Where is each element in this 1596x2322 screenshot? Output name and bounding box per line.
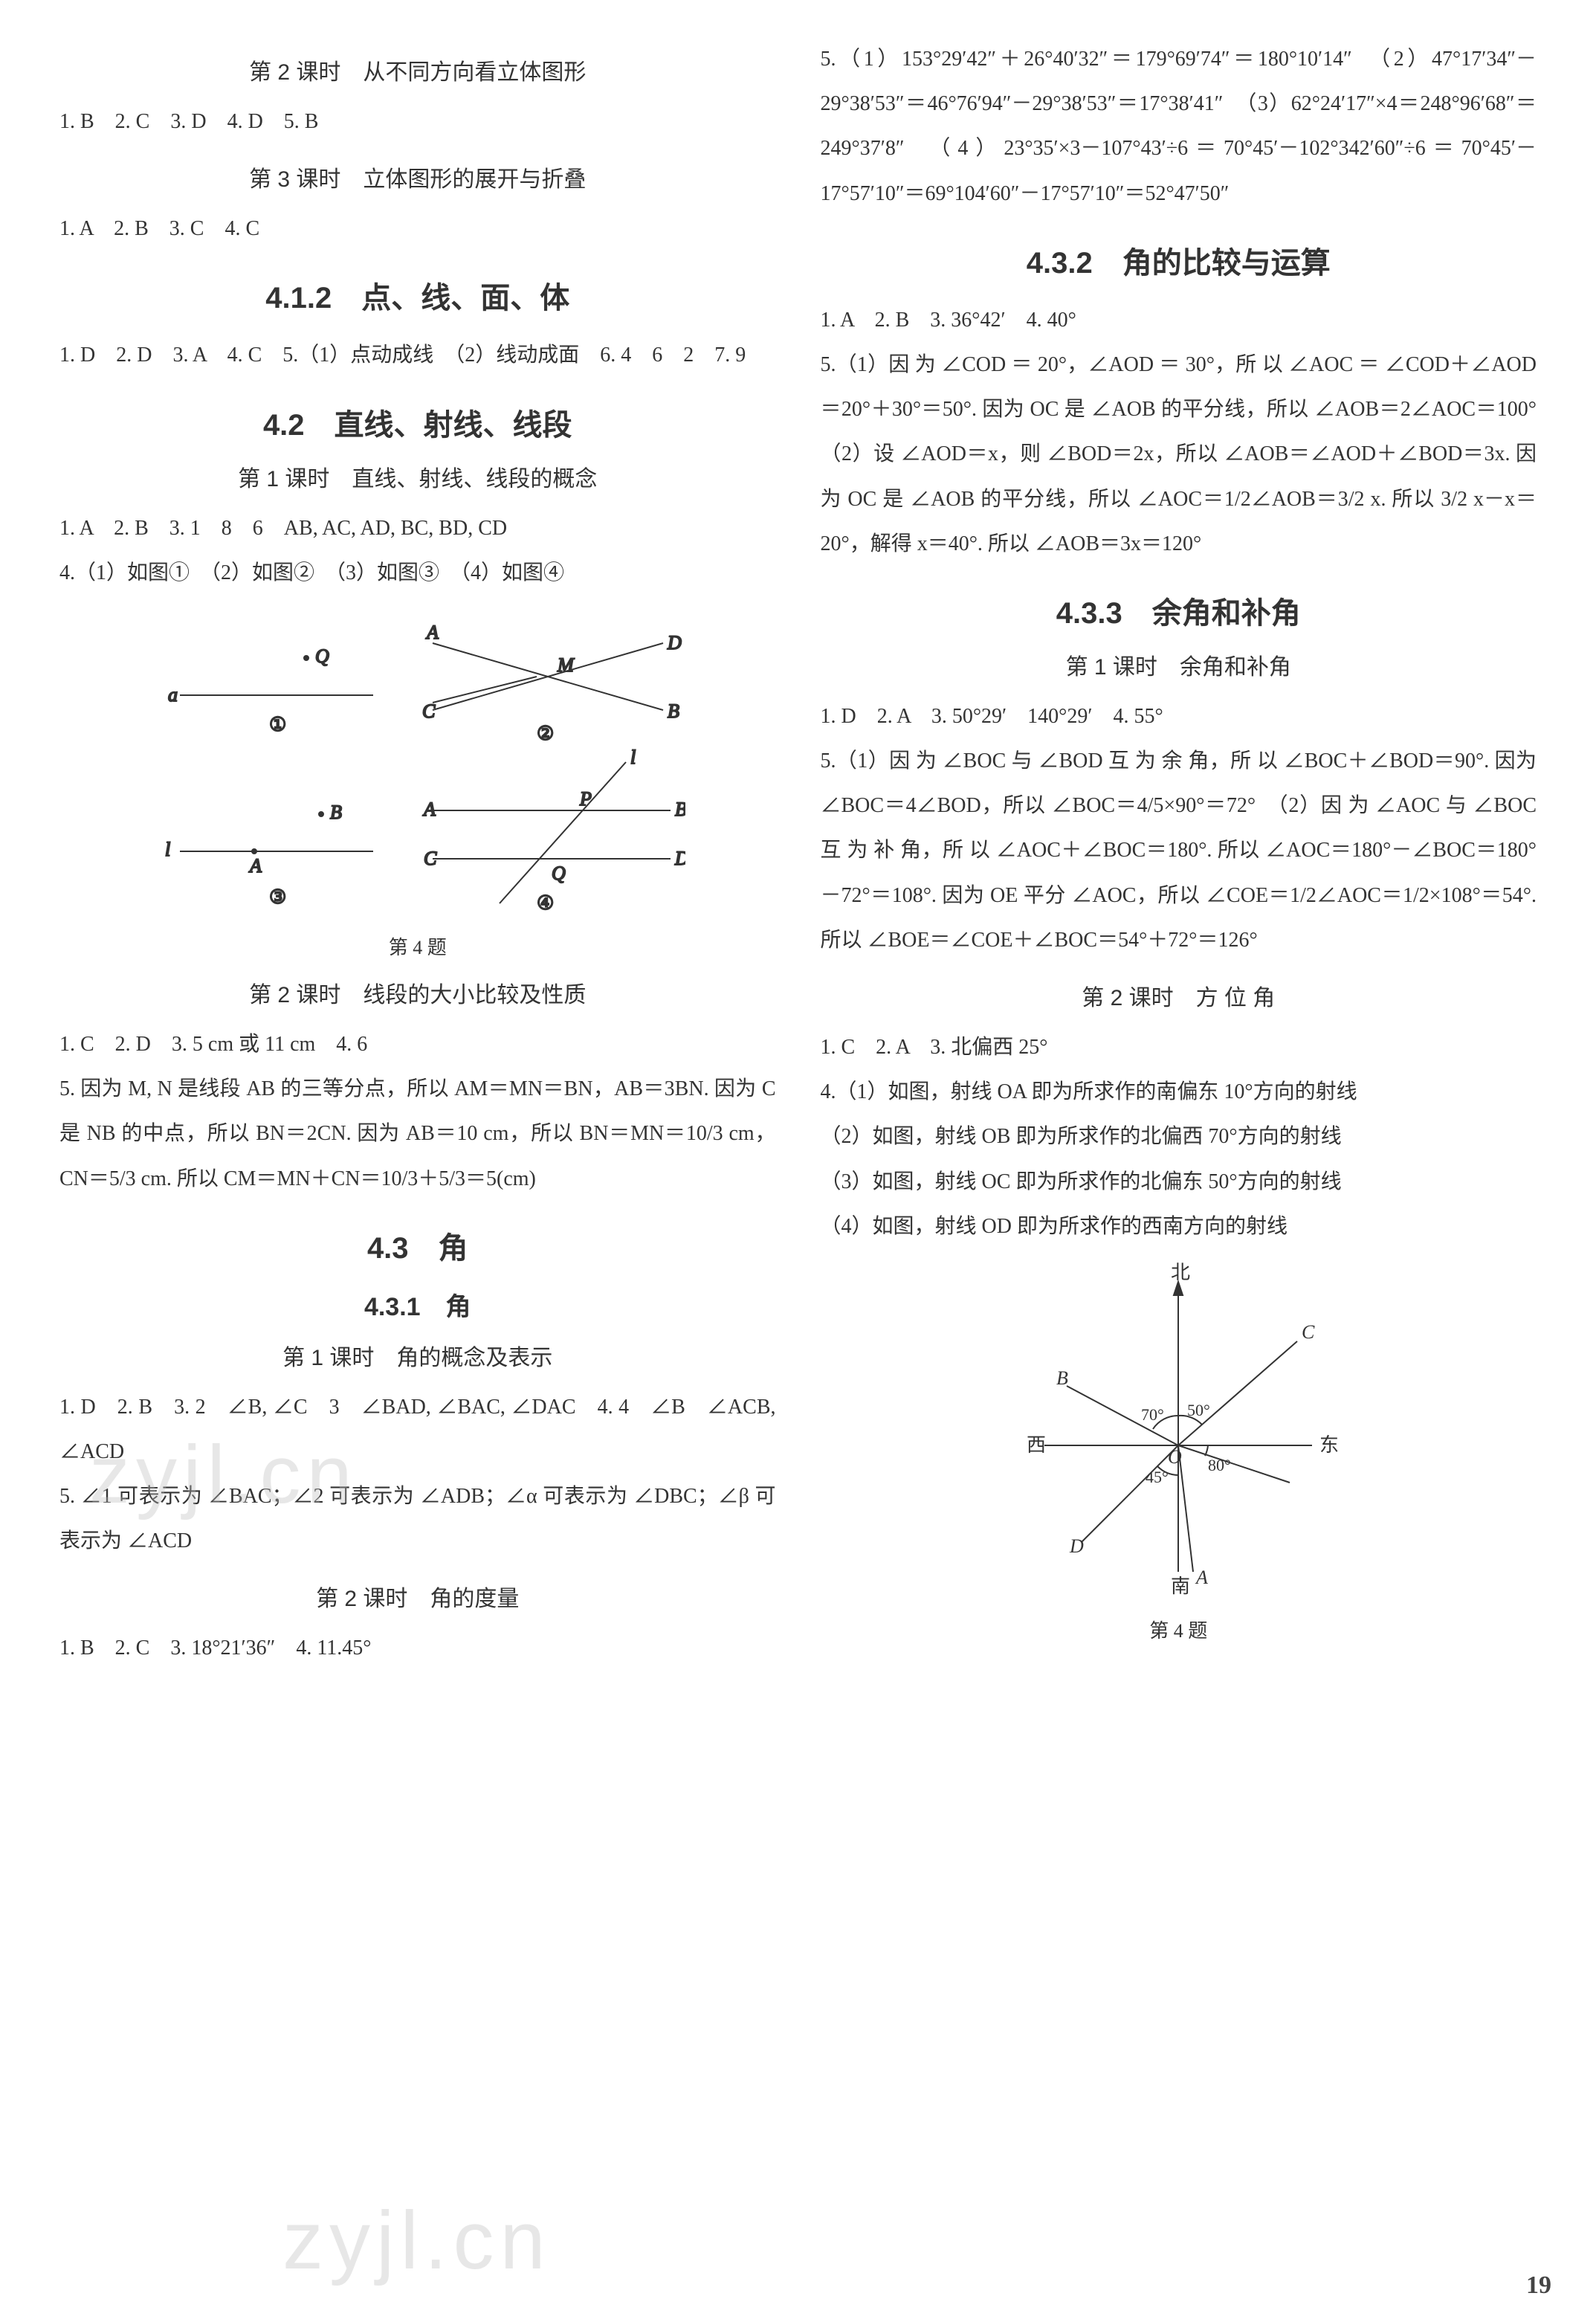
solution-text: 5.（1）因 为 ∠BOC 与 ∠BOD 互 为 余 角，所 以 ∠BOC＋∠B…	[821, 739, 1537, 963]
heading-lesson: 第 1 课时 直线、射线、线段的概念	[59, 460, 776, 493]
page-number: 19	[1526, 2271, 1551, 2300]
svg-text:③: ③	[269, 886, 286, 908]
solution-text: 5.（1）153°29′42″＋26°40′32″＝179°69′74″＝180…	[821, 37, 1537, 216]
figure-caption: 第 4 题	[821, 1616, 1537, 1643]
svg-text:②: ②	[537, 723, 554, 744]
solution-text: （2）如图，射线 OB 即为所求作的北偏西 70°方向的射线	[821, 1115, 1537, 1159]
svg-text:C: C	[1302, 1321, 1315, 1343]
answers: 1. B 2. C 3. D 4. D 5. B	[59, 100, 776, 144]
heading-section: 4.3.3 余角和补角	[821, 589, 1537, 632]
svg-text:l: l	[630, 746, 636, 768]
svg-text:A: A	[422, 799, 436, 820]
svg-text:C: C	[422, 700, 436, 722]
svg-text:A: A	[425, 622, 439, 643]
answers: 1. D 2. A 3. 50°29′ 140°29′ 4. 55°	[821, 694, 1537, 739]
heading-lesson: 第 2 课时 角的度量	[59, 1580, 776, 1613]
svg-text:东: 东	[1319, 1434, 1339, 1456]
answers: 1. A 2. B 3. 1 8 6 AB, AC, AD, BC, BD, C…	[59, 506, 776, 551]
solution-text: 4.（1）如图，射线 OA 即为所求作的南偏东 10°方向的射线	[821, 1070, 1537, 1115]
svg-text:B: B	[675, 799, 685, 820]
svg-text:P: P	[579, 788, 592, 810]
answers: 1. A 2. B 3. C 4. C	[59, 207, 776, 251]
watermark: zyjl.cn	[89, 1428, 358, 1522]
heading-subsection: 4.3.1 角	[59, 1286, 776, 1323]
heading-lesson: 第 2 课时 方 位 角	[821, 979, 1537, 1012]
svg-text:B: B	[1056, 1367, 1068, 1389]
answers: 1. B 2. C 3. 18°21′36″ 4. 11.45°	[59, 1626, 776, 1671]
heading-section: 4.3 角	[59, 1224, 776, 1267]
figure-geometry: Q a ① A D C B M ② B	[59, 606, 776, 922]
svg-text:西: 西	[1027, 1434, 1046, 1456]
right-column: 5.（1）153°29′42″＋26°40′32″＝179°69′74″＝180…	[821, 37, 1537, 1671]
answers: 1. C 2. A 3. 北偏西 25°	[821, 1025, 1537, 1070]
svg-text:①: ①	[269, 714, 286, 735]
heading-lesson: 第 1 课时 角的概念及表示	[59, 1339, 776, 1372]
heading-section: 4.3.2 角的比较与运算	[821, 239, 1537, 282]
solution-text: 5. 因为 M, N 是线段 AB 的三等分点，所以 AM＝MN＝BN，AB＝3…	[59, 1067, 776, 1202]
svg-text:O: O	[1168, 1446, 1182, 1468]
heading-lesson: 第 1 课时 余角和补角	[821, 648, 1537, 681]
svg-text:B: B	[668, 700, 679, 722]
svg-text:D: D	[1069, 1535, 1084, 1557]
svg-text:④: ④	[537, 892, 554, 914]
svg-text:80°: 80°	[1208, 1456, 1231, 1474]
svg-text:M: M	[557, 654, 575, 676]
heading-section: 4.2 直线、射线、线段	[59, 401, 776, 444]
heading-lesson: 第 2 课时 线段的大小比较及性质	[59, 976, 776, 1009]
answers: 1. A 2. B 3. 36°42′ 4. 40°	[821, 298, 1537, 343]
heading-section: 4.1.2 点、线、面、体	[59, 274, 776, 317]
answers: 1. C 2. D 3. 5 cm 或 11 cm 4. 6	[59, 1022, 776, 1067]
svg-text:a: a	[168, 684, 178, 706]
svg-text:D: D	[674, 848, 685, 869]
svg-text:南: 南	[1171, 1576, 1190, 1597]
svg-text:l: l	[165, 839, 170, 860]
svg-text:C: C	[424, 848, 437, 869]
heading-lesson: 第 2 课时 从不同方向看立体图形	[59, 54, 776, 86]
figure-compass: 北 南 东 西 C B A D O 70° 50° 80° 45°	[821, 1260, 1537, 1605]
solution-text: 5.（1）因 为 ∠COD ＝ 20°，∠AOD ＝ 30°，所 以 ∠AOC …	[821, 343, 1537, 567]
svg-text:A: A	[1195, 1567, 1208, 1588]
heading-lesson: 第 3 课时 立体图形的展开与折叠	[59, 161, 776, 193]
left-column: 第 2 课时 从不同方向看立体图形 1. B 2. C 3. D 4. D 5.…	[59, 37, 776, 1671]
svg-text:Q: Q	[315, 645, 329, 667]
svg-text:B: B	[330, 802, 342, 823]
svg-text:50°: 50°	[1187, 1401, 1210, 1419]
watermark: zyjl.cn	[282, 2193, 552, 2288]
answers: 4.（1）如图① （2）如图② （3）如图③ （4）如图④	[59, 551, 776, 596]
solution-text: （4）如图，射线 OD 即为所求作的西南方向的射线	[821, 1204, 1537, 1249]
answers: 1. D 2. D 3. A 4. C 5.（1）点动成线 （2）线动成面 6.…	[59, 333, 776, 378]
svg-text:北: 北	[1171, 1262, 1190, 1283]
svg-text:45°: 45°	[1146, 1468, 1169, 1486]
figure-caption: 第 4 题	[59, 932, 776, 960]
svg-text:Q: Q	[552, 862, 566, 884]
solution-text: （3）如图，射线 OC 即为所求作的北偏东 50°方向的射线	[821, 1160, 1537, 1204]
svg-text:A: A	[248, 855, 262, 877]
svg-text:70°: 70°	[1141, 1405, 1164, 1424]
svg-text:D: D	[667, 632, 682, 654]
